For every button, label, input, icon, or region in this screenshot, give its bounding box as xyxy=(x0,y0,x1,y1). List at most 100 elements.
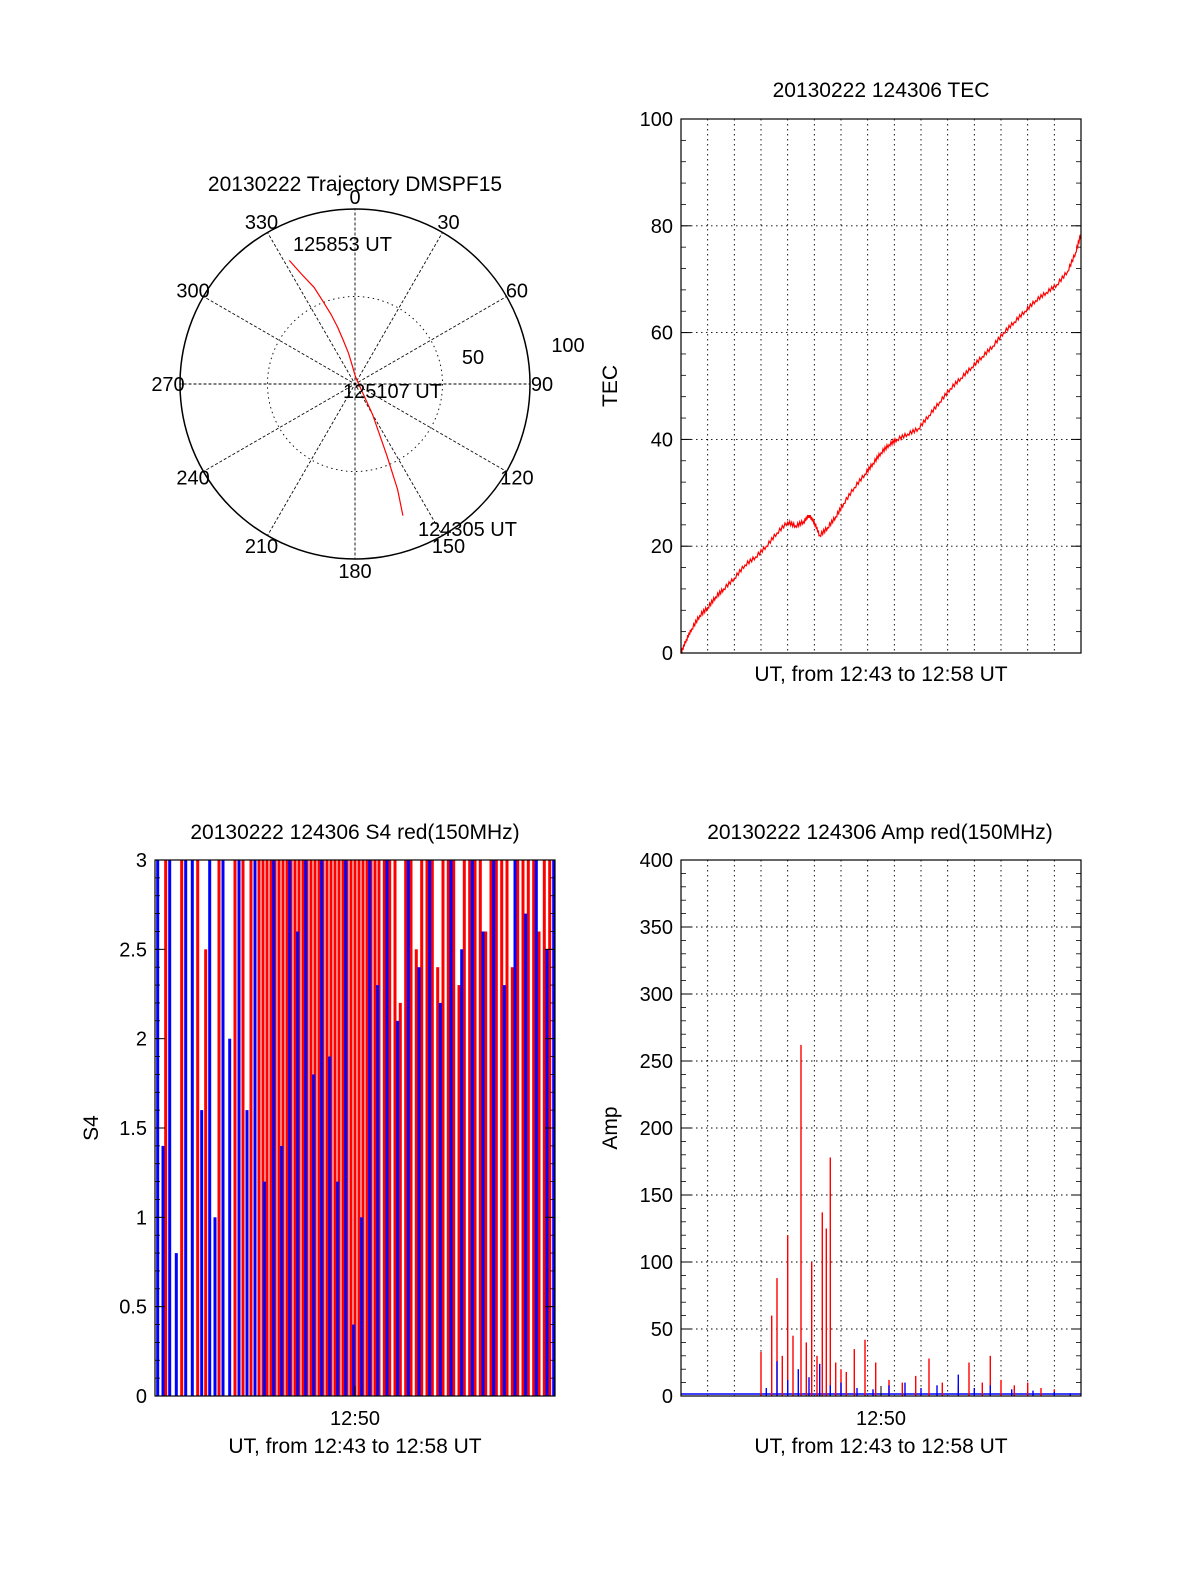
y-tick-label: 100 xyxy=(640,109,673,131)
red-bar xyxy=(436,967,440,1396)
angle-label-60: 60 xyxy=(506,281,528,303)
red-bar xyxy=(484,931,488,1396)
red-bar xyxy=(532,860,536,1396)
tec-series-line xyxy=(680,233,1082,654)
red-bar xyxy=(542,860,546,1396)
red-bar xyxy=(968,1362,970,1396)
blue-bar xyxy=(957,1374,959,1396)
red-bar xyxy=(398,1002,402,1396)
red-bar xyxy=(409,860,413,1396)
red-bar xyxy=(516,860,520,1396)
amp-grid xyxy=(681,860,1081,1396)
blue-bar xyxy=(304,860,308,1396)
red-bar xyxy=(353,860,357,1396)
radius-label-100: 100 xyxy=(551,335,584,357)
angle-label-240: 240 xyxy=(176,468,209,490)
s4-x-axis-label: UT, from 12:43 to 12:58 UT xyxy=(228,1435,481,1458)
red-bar xyxy=(537,931,541,1396)
amp-panel: 20130222 124306 Amp red(150MHz) 0 50 100 15… xyxy=(599,821,1082,1458)
polar-inner-ring xyxy=(267,296,443,472)
red-bar xyxy=(217,860,221,1396)
blue-bar xyxy=(438,1002,442,1396)
red-bar xyxy=(825,1228,827,1396)
blue-bar xyxy=(872,1389,874,1396)
blue-bar xyxy=(168,860,172,1396)
blue-bar xyxy=(856,1388,858,1396)
angle-label-300: 300 xyxy=(176,281,209,303)
blue-bar xyxy=(534,860,538,1396)
blue-bar xyxy=(936,1385,938,1396)
tec-y-ticks: 0 20 40 60 80 100 xyxy=(640,109,1081,665)
red-bar xyxy=(349,860,353,1396)
blue-bar xyxy=(280,1145,284,1396)
blue-bar xyxy=(360,1217,364,1396)
blue-bar xyxy=(272,860,276,1396)
angle-label-180: 180 xyxy=(338,561,371,583)
red-bar xyxy=(526,860,530,1396)
blue-bar xyxy=(492,860,496,1396)
blue-bar xyxy=(352,1324,356,1396)
red-bar xyxy=(317,860,321,1396)
blue-bar xyxy=(973,1388,975,1396)
red-bar xyxy=(468,860,472,1396)
red-bar xyxy=(489,860,493,1396)
blue-bar xyxy=(417,967,421,1396)
y-tick-label: 1 xyxy=(136,1207,147,1229)
red-bar xyxy=(864,1339,866,1396)
amp-x-ticks: 12:50 xyxy=(856,1386,906,1430)
y-tick-label: 400 xyxy=(640,850,673,872)
polar-spoke-330 xyxy=(267,232,443,536)
blue-bar xyxy=(1069,1393,1071,1396)
red-bar xyxy=(835,1362,837,1396)
tec-x-axis-label: UT, from 12:43 to 12:58 UT xyxy=(754,663,1007,686)
blue-bar xyxy=(787,1379,789,1396)
y-tick-label: 50 xyxy=(651,1319,673,1341)
blue-bar xyxy=(840,1382,842,1396)
s4-y-axis-label: S4 xyxy=(80,1115,103,1141)
red-bar xyxy=(420,860,424,1396)
s4-panel: 20130222 124306 S4 red(150MHz) 0 0.5 1 1.5 2… xyxy=(80,821,556,1458)
red-bar xyxy=(1013,1385,1015,1396)
y-tick-label: 80 xyxy=(651,216,673,238)
red-bar xyxy=(249,860,253,1396)
s4-x-ticks: 12:50 xyxy=(330,1386,380,1430)
blue-bar xyxy=(545,949,549,1396)
red-bar xyxy=(760,1351,762,1396)
blue-bar xyxy=(161,1145,165,1396)
blue-bar xyxy=(320,860,324,1396)
blue-bar xyxy=(376,985,380,1396)
red-bar xyxy=(414,949,418,1396)
red-bar xyxy=(301,860,305,1396)
blue-bar xyxy=(428,860,432,1396)
red-bar xyxy=(901,1382,903,1396)
blue-bar xyxy=(470,860,474,1396)
red-bar xyxy=(333,860,337,1396)
blue-bar xyxy=(385,860,389,1396)
blue-bar xyxy=(190,860,194,1396)
angle-label-270: 270 xyxy=(151,374,184,396)
red-bar xyxy=(365,860,369,1396)
blue-bar xyxy=(288,860,292,1396)
red-bar xyxy=(285,860,289,1396)
blue-bar xyxy=(765,1388,767,1396)
red-bar xyxy=(821,1212,823,1396)
red-bar xyxy=(875,1362,877,1396)
y-tick-label: 0 xyxy=(662,643,673,665)
blue-bar xyxy=(524,913,528,1396)
red-bar xyxy=(941,1382,943,1396)
blue-bar xyxy=(245,1110,249,1396)
red-bar xyxy=(510,967,514,1396)
y-tick-label: 2.5 xyxy=(119,939,147,961)
y-tick-label: 0.5 xyxy=(119,1297,147,1319)
blue-bar xyxy=(368,860,372,1396)
blue-bar xyxy=(888,1385,890,1396)
red-bar xyxy=(233,860,237,1396)
polar-spokes xyxy=(180,209,530,559)
red-bar xyxy=(269,860,273,1396)
blue-bar xyxy=(797,1369,799,1396)
y-tick-label: 1.5 xyxy=(119,1118,147,1140)
red-bar xyxy=(281,860,285,1396)
blue-bar xyxy=(208,860,212,1396)
red-bar xyxy=(180,860,184,1396)
annotation-mid-time: 125107 UT xyxy=(343,381,442,403)
